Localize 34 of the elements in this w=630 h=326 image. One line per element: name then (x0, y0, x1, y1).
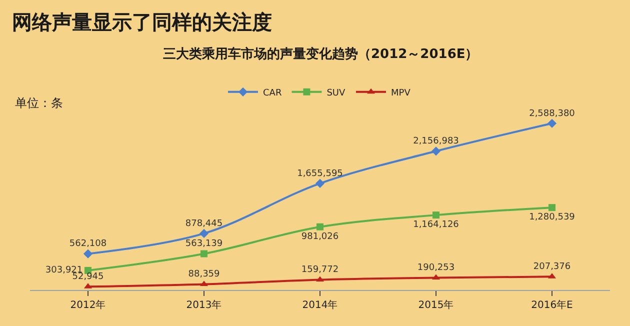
data-label: 981,026 (301, 232, 339, 242)
data-label: 159,772 (301, 265, 339, 276)
data-label: 1,655,595 (297, 168, 343, 179)
chart-title: 网络声量显示了同样的关注度 (12, 10, 272, 34)
point (316, 223, 324, 230)
chart-subtitle: 三大类乘用车市场的声量变化趋势（2012～2016E） (163, 46, 478, 62)
data-label: 1,280,539 (529, 212, 576, 223)
data-label: 1,164,126 (413, 220, 460, 230)
point (432, 212, 440, 219)
point (200, 250, 208, 258)
point (315, 178, 325, 188)
x-tick-label: 2015年 (418, 299, 454, 311)
data-label: 52,945 (72, 272, 104, 282)
x-tick-label: 2012年 (70, 299, 106, 311)
data-label: 2,588,380 (529, 108, 576, 119)
x-tick-label: 2014年 (302, 299, 338, 311)
legend-label: SUV (326, 88, 346, 98)
legend-label: MPV (391, 88, 412, 98)
x-tick-label: 2016年E (531, 299, 573, 311)
data-label: 878,445 (185, 218, 223, 229)
data-label: 2,156,983 (413, 136, 459, 147)
x-tick-label: 2013年 (186, 299, 222, 311)
legend-label: CAR (263, 88, 282, 98)
data-label: 562,108 (69, 239, 107, 250)
point (431, 146, 441, 156)
data-label: 88,359 (188, 270, 220, 280)
point (548, 204, 556, 212)
point (199, 228, 209, 238)
point (547, 118, 557, 128)
text: 单位：条 (15, 96, 63, 110)
data-label: 207,376 (533, 262, 571, 272)
data-label: 563,139 (185, 239, 223, 250)
point (83, 249, 93, 258)
data-label: 190,253 (417, 263, 455, 274)
